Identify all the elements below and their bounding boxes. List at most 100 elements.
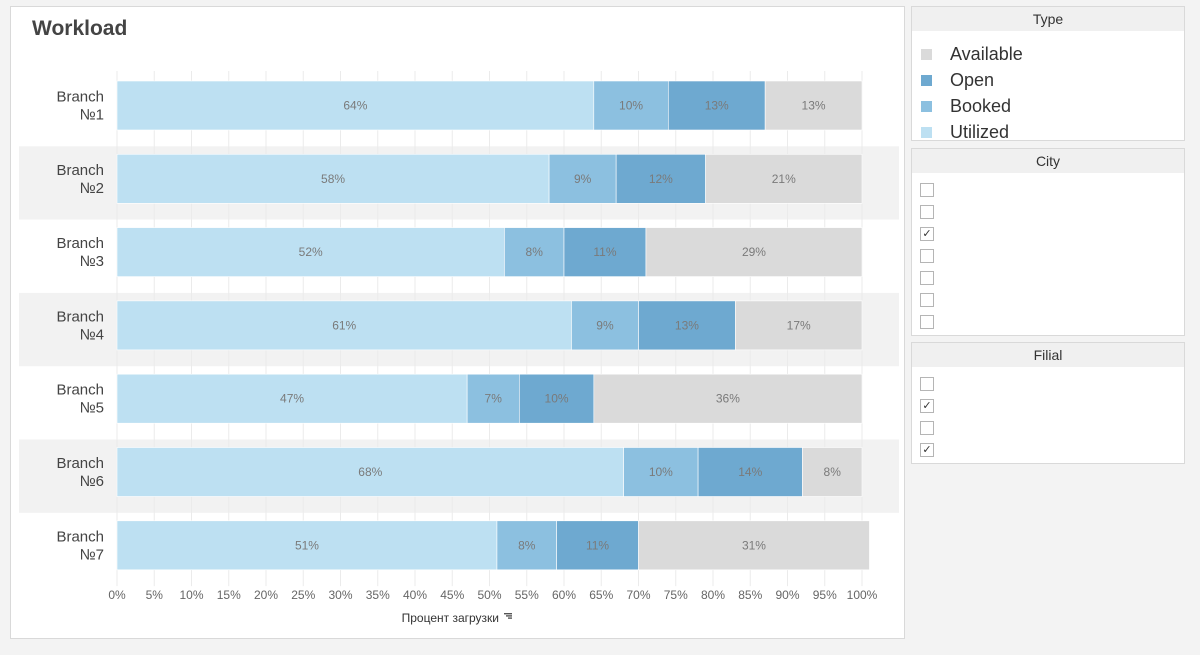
x-tick-label: 50%	[477, 588, 501, 602]
city-filter-title: City	[912, 149, 1184, 173]
city-filter-item[interactable]	[912, 289, 1184, 311]
legend-label: Open	[950, 69, 995, 90]
filial-filter-item[interactable]: ✓	[912, 395, 1184, 417]
x-tick-label: 15%	[217, 588, 241, 602]
chart-title: Workload	[32, 17, 128, 40]
type-legend-title: Type	[912, 7, 1184, 31]
x-axis-label: Процент загрузки	[402, 611, 499, 625]
filial-filter-checkbox[interactable]	[920, 421, 934, 435]
data-label: 58%	[321, 172, 345, 186]
city-filter-item[interactable]	[912, 201, 1184, 223]
data-label: 13%	[802, 99, 826, 113]
bar-booked-6	[623, 447, 699, 497]
bar-available-7	[638, 520, 870, 571]
legend-item-utilized[interactable]: Utilized	[912, 119, 1184, 145]
filial-filter-checkbox[interactable]	[920, 377, 934, 391]
data-label: 12%	[649, 172, 673, 186]
city-filter: City ✓	[911, 148, 1185, 336]
legend-swatch	[921, 126, 932, 138]
x-tick-label: 0%	[108, 588, 126, 602]
city-filter-checkbox[interactable]	[920, 271, 934, 285]
category-label: №1	[80, 107, 104, 124]
x-tick-label: 45%	[440, 588, 464, 602]
data-label: 61%	[332, 318, 356, 332]
city-filter-checkbox[interactable]	[920, 249, 934, 263]
city-filter-checkbox[interactable]	[920, 183, 934, 197]
bar-available-5	[593, 373, 863, 424]
check-icon: ✓	[922, 400, 932, 412]
category-label: №3	[80, 253, 104, 270]
data-label: 8%	[518, 538, 536, 552]
category-label: Branch	[56, 455, 104, 472]
legend-label: Utilized	[950, 121, 1010, 142]
legend-item-open[interactable]: Open	[912, 67, 1184, 93]
data-label: 17%	[787, 318, 811, 332]
category-label: №2	[80, 180, 104, 197]
city-filter-checkbox[interactable]: ✓	[920, 227, 934, 241]
filial-filter-item[interactable]	[912, 373, 1184, 395]
sort-icon[interactable]	[504, 613, 512, 619]
category-label: Branch	[56, 89, 104, 106]
city-filter-item[interactable]	[912, 245, 1184, 267]
city-filter-list: ✓	[912, 173, 1184, 333]
city-filter-item[interactable]: ✓	[912, 223, 1184, 245]
bar-open-2	[615, 154, 706, 204]
legend-item-available[interactable]: Available	[912, 41, 1184, 67]
chart-panel: 64% 10% 13% 13% Branch №1 58% 9% 12% 21% Branch №2 5…	[10, 6, 905, 639]
data-label: 8%	[526, 245, 544, 259]
city-filter-checkbox[interactable]	[920, 205, 934, 219]
category-label: Branch	[56, 235, 104, 252]
data-label: 13%	[705, 99, 729, 113]
bar-available-3	[645, 227, 863, 277]
legend-item-booked[interactable]: Booked	[912, 93, 1184, 119]
filial-filter-item[interactable]: ✓	[912, 439, 1184, 461]
city-filter-item[interactable]	[912, 179, 1184, 201]
x-tick-label: 30%	[328, 588, 352, 602]
data-label: 31%	[742, 538, 766, 552]
x-tick-label: 20%	[254, 588, 278, 602]
legend-label: Booked	[950, 95, 1012, 116]
city-filter-item[interactable]	[912, 311, 1184, 333]
data-label: 36%	[716, 392, 740, 406]
category-label: №4	[80, 326, 104, 343]
category-label: Branch	[56, 382, 104, 399]
data-label: 14%	[738, 465, 762, 479]
bar-booked-2	[548, 154, 617, 204]
category-label: №5	[80, 400, 104, 417]
bar-utilized-2	[116, 154, 550, 204]
x-tick-label: 60%	[552, 588, 576, 602]
filial-filter-checkbox[interactable]: ✓	[920, 443, 934, 457]
x-tick-label: 75%	[664, 588, 688, 602]
data-label: 9%	[596, 318, 614, 332]
x-tick-label: 25%	[291, 588, 315, 602]
check-icon: ✓	[922, 228, 932, 240]
bar-available-4	[735, 300, 863, 351]
category-label: №6	[80, 473, 104, 490]
x-tick-label: 85%	[738, 588, 762, 602]
x-tick-label: 5%	[146, 588, 164, 602]
data-label: 11%	[593, 245, 616, 259]
filial-filter-checkbox[interactable]: ✓	[920, 399, 934, 413]
category-label: Branch	[56, 308, 104, 325]
bar-utilized-5	[116, 373, 468, 424]
x-tick-label: 10%	[179, 588, 203, 602]
legend-label: Available	[950, 43, 1023, 64]
data-label: 47%	[280, 392, 304, 406]
x-tick-label: 80%	[701, 588, 725, 602]
x-tick-label: 35%	[366, 588, 390, 602]
type-legend: Type Available Open Booked Utilized	[911, 6, 1185, 142]
category-label: Branch	[56, 162, 104, 179]
type-legend-list: Available Open Booked Utilized	[912, 31, 1184, 145]
legend-swatch	[921, 100, 932, 112]
bar-booked-5	[466, 373, 520, 424]
data-label: 11%	[586, 538, 609, 552]
city-filter-item[interactable]	[912, 267, 1184, 289]
data-label: 52%	[299, 245, 323, 259]
bar-available-6	[802, 447, 863, 497]
data-label: 29%	[742, 245, 766, 259]
city-filter-checkbox[interactable]	[920, 293, 934, 307]
legend-swatch	[921, 74, 932, 86]
bar-open-6	[697, 447, 803, 497]
city-filter-checkbox[interactable]	[920, 315, 934, 329]
filial-filter-item[interactable]	[912, 417, 1184, 439]
